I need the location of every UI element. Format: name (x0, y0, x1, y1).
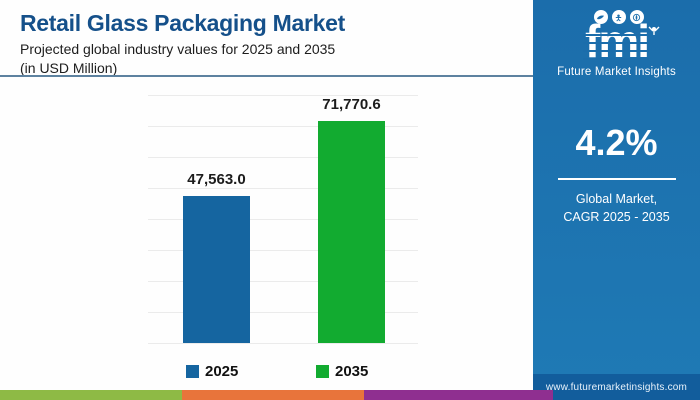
logo-caption: Future Market Insights (557, 66, 676, 78)
cagr-caption-line1: Global Market, (575, 192, 658, 206)
person-star-icon (611, 10, 626, 24)
website-bar: www.futuremarketinsights.com (533, 374, 700, 400)
strip-segment-orange (182, 390, 364, 400)
website-link[interactable]: www.futuremarketinsights.com (545, 381, 688, 393)
strip-segment-purple (364, 390, 553, 400)
bar-column-2035: 71,770.6 (318, 95, 385, 343)
header: Retail Glass Packaging Market Projected … (20, 10, 520, 76)
gridline (148, 281, 418, 282)
gridline (148, 126, 418, 127)
gridline (148, 219, 418, 220)
legend-label-2025: 2025 (205, 363, 239, 380)
cagr-value: 4.2% (575, 122, 658, 163)
bird-icon (593, 10, 608, 24)
gridline (148, 188, 418, 189)
chart-gridlines (148, 95, 418, 344)
title-divider (0, 75, 533, 77)
legend-item-2035: 2035 (316, 363, 368, 380)
logo-icons-row (593, 10, 644, 24)
chart-panel: Retail Glass Packaging Market Projected … (0, 10, 533, 383)
gridline (148, 157, 418, 158)
strip-segment-green (0, 390, 182, 400)
brand-sidebar: fmi Future Market Insights 4.2% Global M… (533, 0, 700, 400)
unit-note: (in USD Million) (20, 60, 118, 76)
cagr-caption: Global Market, CAGR 2025 - 2035 (547, 190, 687, 226)
legend-swatch-2035-icon (316, 365, 329, 378)
logo-stripe (583, 34, 649, 36)
gridline (148, 312, 418, 313)
logo-stripe (583, 58, 649, 60)
bar-2035 (318, 120, 385, 343)
page-title: Retail Glass Packaging Market (20, 10, 345, 36)
cagr-divider (557, 178, 676, 180)
bar-column-2025: 47,563.0 (183, 95, 250, 343)
cagr-block: 4.2% Global Market, CAGR 2025 - 2035 (547, 122, 687, 226)
logo-word-text: fmi (585, 15, 650, 67)
gridline (148, 343, 418, 344)
cagr-caption-line2: CAGR 2025 - 2035 (563, 210, 670, 225)
bar-2025 (183, 195, 250, 343)
chart-legend: 2025 2035 (148, 363, 418, 383)
gridline (148, 250, 418, 251)
legend-item-2025: 2025 (186, 363, 238, 380)
gridline (148, 95, 418, 96)
legend-label-2035: 2035 (335, 363, 369, 380)
bar-value-2035: 71,770.6 (322, 95, 381, 113)
footer-color-strip (0, 390, 553, 400)
logo-stripe (583, 42, 649, 44)
fmi-logo: fmi Future Market Insights (552, 8, 682, 78)
logo-wordmark: fmi (583, 15, 660, 67)
bar-value-2025: 47,563.0 (187, 170, 246, 188)
cheering-person-icon (648, 24, 660, 36)
bar-chart: 47,563.0 71,770.6 (148, 95, 418, 344)
subtitle: Projected global industry values for 202… (20, 41, 336, 57)
globe-pin-icon (629, 10, 644, 24)
legend-swatch-2025-icon (186, 365, 199, 378)
logo-stripe (583, 50, 649, 52)
